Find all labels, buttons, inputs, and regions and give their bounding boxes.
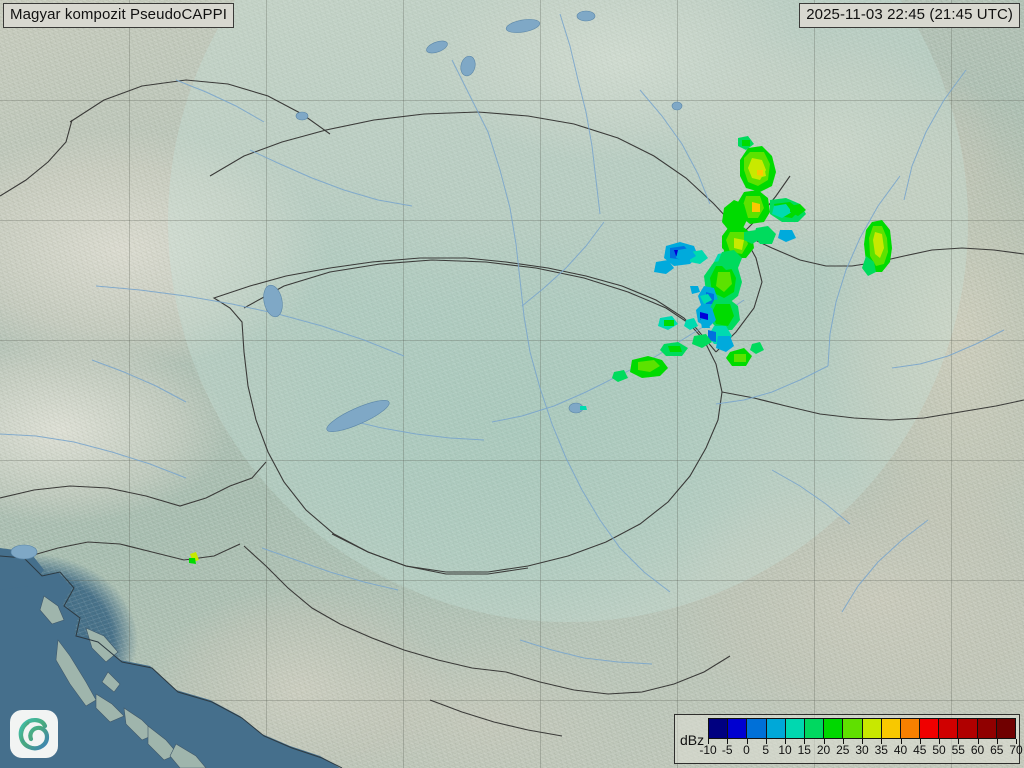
- dbz-swatch-13: [958, 719, 978, 738]
- spiral-icon: [18, 718, 50, 751]
- dbz-tick-45: [919, 739, 921, 744]
- adriatic-sea: [0, 556, 340, 768]
- dbz-swatch-6: [824, 719, 844, 738]
- dbz-tick-label-60: 60: [970, 743, 985, 757]
- dbz-tick-50: [939, 739, 940, 744]
- dbz-swatch-0: [709, 719, 729, 738]
- dbz-swatch-1: [728, 719, 748, 738]
- lake-alpine: [10, 544, 38, 560]
- dbz-tick-label-5: 5: [762, 743, 770, 757]
- dbz-tick-30: [862, 739, 863, 744]
- lake-north-2: [576, 10, 596, 22]
- dbz-tick-15: [804, 739, 806, 744]
- adriatic-sea-north: [0, 548, 44, 590]
- dbz-swatch-11: [920, 719, 940, 738]
- dbz-tick-label--5: -5: [721, 743, 733, 757]
- echo-cluster-minor: [189, 136, 806, 564]
- lakes: [10, 10, 683, 560]
- dalmatian-islands: [39, 595, 207, 768]
- dbz-tick--10: [708, 739, 709, 744]
- dbz-swatch-5: [804, 719, 825, 738]
- echo-cluster-east-cell: [862, 220, 892, 276]
- lake-upper-2: [460, 55, 476, 77]
- dbz-tick-label-20: 20: [816, 743, 831, 757]
- dbz-tick-marks: [708, 739, 1017, 745]
- dbz-tick-label-0: 0: [743, 743, 750, 757]
- dbz-unit-label: dBz: [680, 732, 705, 748]
- lake-small-1: [295, 111, 309, 121]
- dbz-tick-label-35: 35: [874, 743, 888, 757]
- adriatic-coastline: [0, 555, 343, 768]
- echo-cluster-southwest-scatter: [612, 286, 764, 382]
- product-title-label: Magyar kompozit PseudoCAPPI: [3, 3, 234, 28]
- dbz-swatch-3: [766, 719, 786, 738]
- dbz-swatch-12: [939, 719, 959, 738]
- dbz-tick-65: [996, 739, 998, 744]
- dbz-swatch-8: [862, 719, 882, 738]
- dbz-tick-label-25: 25: [836, 743, 850, 757]
- dbz-tick-55: [958, 739, 960, 744]
- dbz-colorbar-legend: dBz -10 -5 0 5 10 15 20 25 30 35 40 45 50 55 60 65 70: [674, 714, 1023, 764]
- dbz-swatch-4: [785, 719, 805, 738]
- dbz-tick-70: [1016, 739, 1017, 744]
- dbz-tick-40: [900, 739, 902, 744]
- dbz-tick-10: [785, 739, 786, 744]
- dbz-color-bar: [708, 718, 1016, 739]
- dbz-tick-label-30: 30: [855, 743, 869, 757]
- dbz-swatch-10: [900, 719, 921, 738]
- dbz-tick-60: [977, 739, 979, 744]
- dbz-tick-label-70: 70: [1009, 743, 1023, 757]
- dbz-tick-35: [881, 739, 883, 744]
- omsz-logo[interactable]: [10, 710, 58, 758]
- dbz-tick-label-50: 50: [932, 743, 946, 757]
- lake-neusiedl: [263, 284, 283, 318]
- dbz-tick-label--10: -10: [699, 743, 717, 757]
- dbz-tick-0: [746, 739, 748, 744]
- dbz-tick-5: [765, 739, 767, 744]
- lake-upper-1: [426, 40, 448, 54]
- national-borders: [0, 79, 1024, 737]
- dbz-tick-label-55: 55: [951, 743, 965, 757]
- dbz-tick-label-45: 45: [913, 743, 927, 757]
- dbz-tick-label-10: 10: [778, 743, 792, 757]
- dbz-tick-25: [842, 739, 844, 744]
- dbz-swatch-15: [996, 719, 1015, 738]
- dbz-tick-labels: -10 -5 0 5 10 15 20 25 30 35 40 45 50 55 60 65 70: [699, 743, 1022, 761]
- dbz-tick-label-40: 40: [893, 743, 908, 757]
- lake-north-1: [505, 19, 541, 33]
- dbz-swatch-2: [747, 719, 767, 738]
- lake-small-2: [671, 101, 683, 111]
- dbz-swatch-9: [881, 719, 901, 738]
- dbz-swatch-7: [843, 719, 863, 738]
- dbz-tick--5: [727, 739, 729, 744]
- dbz-swatch-14: [977, 719, 997, 738]
- dbz-tick-20: [823, 739, 825, 744]
- dbz-tick-label-15: 15: [797, 743, 811, 757]
- timestamp-label: 2025-11-03 22:45 (21:45 UTC): [799, 3, 1020, 28]
- dbz-tick-label-65: 65: [990, 743, 1004, 757]
- lake-balaton: [326, 400, 390, 432]
